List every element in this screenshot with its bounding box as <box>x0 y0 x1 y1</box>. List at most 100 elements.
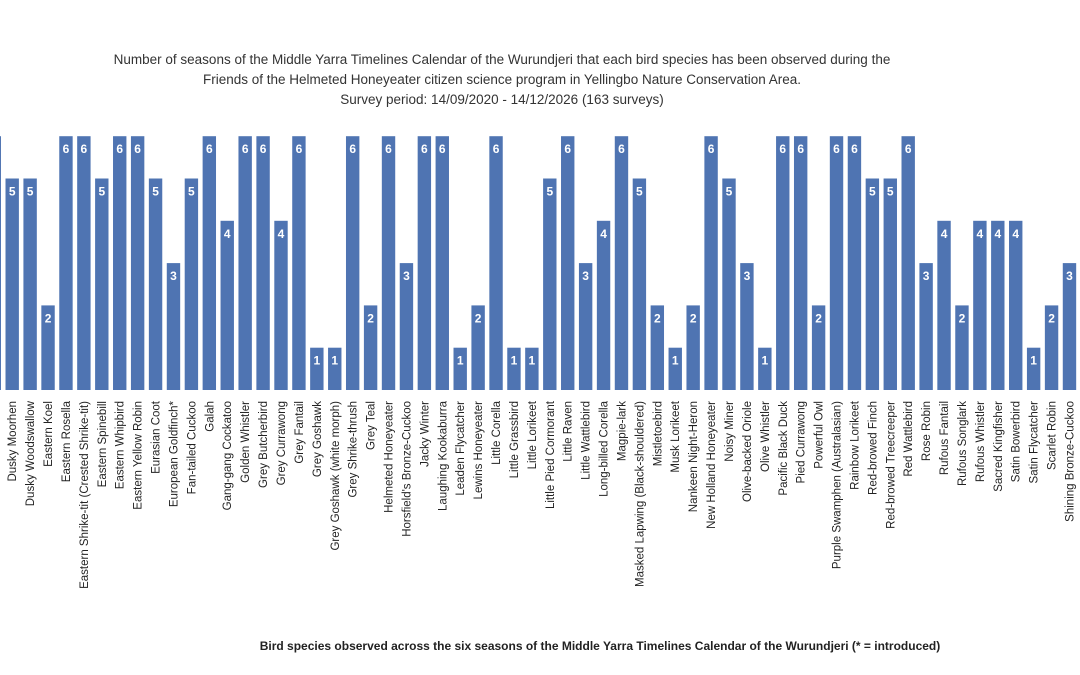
bar <box>811 305 826 390</box>
category-label: Grey Goshawk (white morph) <box>330 401 342 551</box>
category-label: Little Wattlebird <box>581 401 593 480</box>
bar <box>991 220 1005 390</box>
category-label: Little Raven <box>563 401 575 462</box>
bar <box>561 136 575 390</box>
category-label: New Holland Honeyeater <box>706 401 718 529</box>
category-label: Olive Whistler <box>760 401 772 472</box>
bar-value-label: 4 <box>224 227 231 241</box>
category-label: Grey Teal <box>366 401 378 450</box>
bar-value-label: 6 <box>116 142 123 156</box>
bar-value-label: 6 <box>134 142 141 156</box>
bar <box>59 136 73 390</box>
category-label: Pied Currawong <box>796 401 808 483</box>
category-label: Galah <box>204 401 216 432</box>
bar <box>310 347 324 390</box>
category-label: Helmeted Honeyeater <box>384 401 396 513</box>
bar-value-label: 6 <box>439 142 446 156</box>
bar-value-label: 6 <box>385 142 392 156</box>
bar-value-label: 4 <box>278 227 285 241</box>
category-label: Red-browed Treecreeper <box>885 401 897 529</box>
category-label: Eastern Spinebill <box>97 401 109 487</box>
bar-value-label: 2 <box>815 311 822 325</box>
category-label: Eastern Shrike-tit (Crested Shrike-tit) <box>79 401 91 589</box>
bar <box>955 305 969 390</box>
bar <box>489 136 503 390</box>
category-label: Leaden Flycatcher <box>455 401 467 496</box>
chart-title-line-3: Survey period: 14/09/2020 - 14/12/2026 (… <box>340 92 663 107</box>
category-label: Rufous Fantail <box>939 401 951 475</box>
bar-value-label: 1 <box>761 354 768 368</box>
category-label: Grey Goshawk <box>312 401 324 477</box>
bar <box>847 136 862 390</box>
category-label: Rufous Songlark <box>957 401 969 486</box>
bar-series <box>0 136 1077 390</box>
bar-value-label: 6 <box>63 142 70 156</box>
chart-title-line-2: Friends of the Helmeted Honeyeater citiz… <box>203 72 801 87</box>
bar-value-label: 5 <box>869 185 876 199</box>
bar-value-label: 3 <box>1066 269 1073 283</box>
category-label: Olive-backed Oriole <box>742 401 754 502</box>
bar-value-label: 6 <box>905 142 912 156</box>
bar <box>865 178 880 390</box>
category-label: Golden Whistler <box>240 401 252 483</box>
bar <box>543 178 557 390</box>
bar <box>632 178 647 390</box>
bar-value-label: 5 <box>726 185 733 199</box>
category-labels: Dusky Moorhen Dusky Woodswallow Eastern Ko… <box>7 400 1076 589</box>
bar-value-label: 6 <box>564 142 571 156</box>
bar-value-label: 1 <box>457 354 464 368</box>
bar-value-label: 6 <box>493 142 500 156</box>
bar-value-label: 1 <box>529 354 536 368</box>
bar <box>77 136 91 390</box>
category-label: Little Pied Cormorant <box>545 400 557 509</box>
bar-value-label: 1 <box>1030 354 1037 368</box>
category-label: Little Lorikeet <box>527 400 539 469</box>
bar <box>23 178 37 390</box>
category-label: European Goldfinch* <box>168 400 180 507</box>
category-label: Sacred Kingfisher <box>993 401 1005 492</box>
bar <box>166 263 181 390</box>
bar <box>525 347 539 390</box>
bar <box>274 220 288 390</box>
category-label: Grey Currawong <box>276 401 288 485</box>
category-label: Grey Butcherbird <box>258 401 270 488</box>
category-label: Nankeen Night-Heron <box>688 401 700 512</box>
chart-title: Number of seasons of the Middle Yarra Ti… <box>114 52 891 107</box>
bar <box>883 178 897 390</box>
category-label: Satin Bowerbird <box>1011 401 1023 482</box>
category-label: Eastern Whipbird <box>115 401 127 489</box>
chart-title-line-1: Number of seasons of the Middle Yarra Ti… <box>114 52 891 67</box>
bar <box>220 220 234 390</box>
x-axis-title: Bird species observed across the six sea… <box>260 639 941 653</box>
bar-value-label: 6 <box>833 142 840 156</box>
bar-value-label: 3 <box>923 269 930 283</box>
bar <box>328 347 342 390</box>
bar <box>345 136 360 390</box>
bar-value-label: 6 <box>296 142 303 156</box>
bar <box>363 305 378 390</box>
category-label: Dusky Woodswallow <box>25 400 37 506</box>
bar-value-label: 2 <box>654 311 661 325</box>
bar <box>1044 305 1059 390</box>
category-label: Eurasian Coot <box>151 400 163 474</box>
bar-value-label: 4 <box>941 227 948 241</box>
bar <box>776 136 790 390</box>
bar-value-label: 4 <box>600 227 607 241</box>
bar <box>381 136 396 390</box>
bar-value-label: 5 <box>546 185 553 199</box>
bar-value-label: 5 <box>188 185 195 199</box>
bar-value-label: 5 <box>152 185 159 199</box>
category-label: Long-billed Corella <box>599 400 611 496</box>
bar-value-label: 4 <box>994 227 1001 241</box>
bar-value-label: 3 <box>582 269 589 283</box>
category-label: Lewins Honeyeater <box>473 401 485 500</box>
bar <box>901 136 915 390</box>
bar <box>614 136 629 390</box>
bar-value-label: 6 <box>260 142 267 156</box>
bar <box>1026 347 1041 390</box>
bar-value-label: 2 <box>959 311 966 325</box>
bar <box>758 347 772 390</box>
category-label: Shining Bronze-Cuckoo <box>1064 401 1076 522</box>
bar-value-label: 4 <box>977 227 984 241</box>
